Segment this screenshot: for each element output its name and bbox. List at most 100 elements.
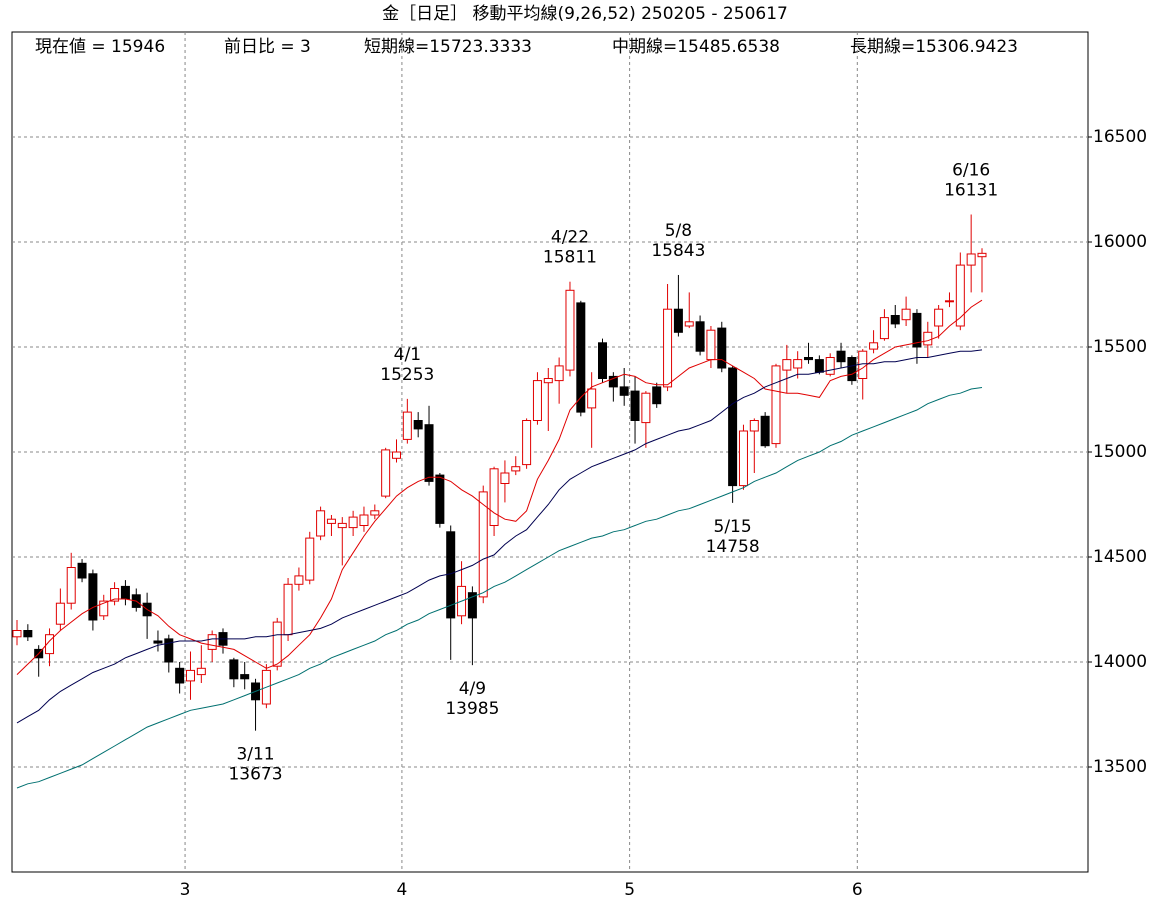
y-tick-label: 15500 xyxy=(1093,337,1147,357)
candle-body xyxy=(88,573,98,621)
moving-average xyxy=(16,387,983,789)
candle-body xyxy=(663,308,673,388)
candle-body xyxy=(77,562,87,579)
candle-body xyxy=(706,329,716,361)
x-tick-label: 3 xyxy=(180,880,191,900)
candle-body xyxy=(99,600,109,617)
candle-body xyxy=(348,516,358,529)
annotation-label: 6/16 xyxy=(952,160,990,180)
chart-title: 金［日足］ 移動平均線(9,26,52) 250205 - 250617 xyxy=(382,4,788,24)
candle-body xyxy=(316,510,326,537)
candle-body xyxy=(641,392,651,424)
annotation-value: 14758 xyxy=(706,537,760,557)
candle-body xyxy=(901,308,911,321)
candle-body xyxy=(175,667,185,684)
candle-body xyxy=(337,522,347,529)
candle-body xyxy=(749,420,759,432)
candle-body xyxy=(489,468,499,526)
candle-body xyxy=(814,359,824,373)
info-text: 短期線=15723.3333 xyxy=(364,37,532,57)
candle-body xyxy=(630,390,640,422)
candle-body xyxy=(381,449,391,497)
candle-body xyxy=(977,252,987,258)
candle-body xyxy=(391,451,401,459)
candle-body xyxy=(185,669,195,682)
candle-body xyxy=(684,321,694,327)
candle-body xyxy=(825,357,835,375)
candle-body xyxy=(858,350,868,380)
candle-body xyxy=(923,331,933,346)
candle-body xyxy=(934,308,944,327)
candle-body xyxy=(522,420,532,466)
annotation-label: 5/8 xyxy=(665,221,692,241)
annotation-label: 5/15 xyxy=(714,517,752,537)
candle-body xyxy=(695,321,705,352)
info-text: 前日比 = 3 xyxy=(224,37,311,57)
candle-body xyxy=(598,342,608,379)
candle-body xyxy=(435,474,445,524)
y-tick-label: 16500 xyxy=(1093,127,1147,147)
x-tick-label: 4 xyxy=(397,880,408,900)
candle-body xyxy=(55,602,65,625)
annotation-value: 15843 xyxy=(651,241,705,261)
candle-body xyxy=(45,634,55,655)
x-tick-label: 5 xyxy=(624,880,635,900)
candle-body xyxy=(413,420,423,430)
candle-body xyxy=(869,342,879,350)
candle-body xyxy=(424,424,434,482)
candle-body xyxy=(153,640,163,644)
annotation-label: 3/11 xyxy=(236,745,274,765)
info-text: 中期線=15485.6538 xyxy=(612,37,780,57)
candle-body xyxy=(771,365,781,445)
candle-body xyxy=(673,308,683,333)
annotation-value: 15811 xyxy=(543,248,597,268)
candle-body xyxy=(467,592,477,619)
candle-body xyxy=(879,317,889,340)
annotation-label: 4/1 xyxy=(394,345,421,365)
candle-body xyxy=(240,674,250,680)
candle-body xyxy=(608,375,618,388)
y-tick-label: 16000 xyxy=(1093,232,1147,252)
candle-body xyxy=(782,359,792,371)
info-text: 長期線=15306.9423 xyxy=(850,37,1018,57)
candle-body xyxy=(272,621,282,667)
candle-body xyxy=(760,415,770,447)
candle-body xyxy=(587,388,597,409)
candle-body xyxy=(728,367,738,487)
annotation-value: 15253 xyxy=(380,365,434,385)
candle-body xyxy=(110,588,120,602)
candle-body xyxy=(478,491,488,598)
candle-body xyxy=(565,289,575,371)
candle-body xyxy=(66,567,76,604)
candle-body xyxy=(294,575,304,585)
candle-body xyxy=(576,302,586,413)
annotation-label: 4/22 xyxy=(551,228,589,248)
candle-body xyxy=(717,327,727,369)
candle-body xyxy=(738,430,748,487)
candle-body xyxy=(847,357,857,382)
candle-body xyxy=(120,585,130,600)
candle-body xyxy=(543,378,553,384)
moving-average xyxy=(16,299,983,675)
candle-body xyxy=(207,634,217,650)
candle-body xyxy=(511,466,521,472)
y-tick-label: 14000 xyxy=(1093,652,1147,672)
candle-body xyxy=(619,386,629,396)
candle-body xyxy=(793,359,803,369)
candle-body xyxy=(554,365,564,382)
candle-body xyxy=(955,264,965,327)
candle-body xyxy=(283,583,293,636)
candle-body xyxy=(944,300,954,303)
candle-body xyxy=(652,386,662,405)
annotation-value: 13985 xyxy=(445,699,499,719)
y-tick-label: 14500 xyxy=(1093,547,1147,567)
candle-body xyxy=(326,518,336,524)
annotation-value: 13673 xyxy=(228,765,282,785)
candle-body xyxy=(402,411,412,440)
candle-body xyxy=(532,380,542,422)
candle-body xyxy=(12,630,22,638)
candle-body xyxy=(305,537,315,581)
candle-body xyxy=(966,253,976,266)
